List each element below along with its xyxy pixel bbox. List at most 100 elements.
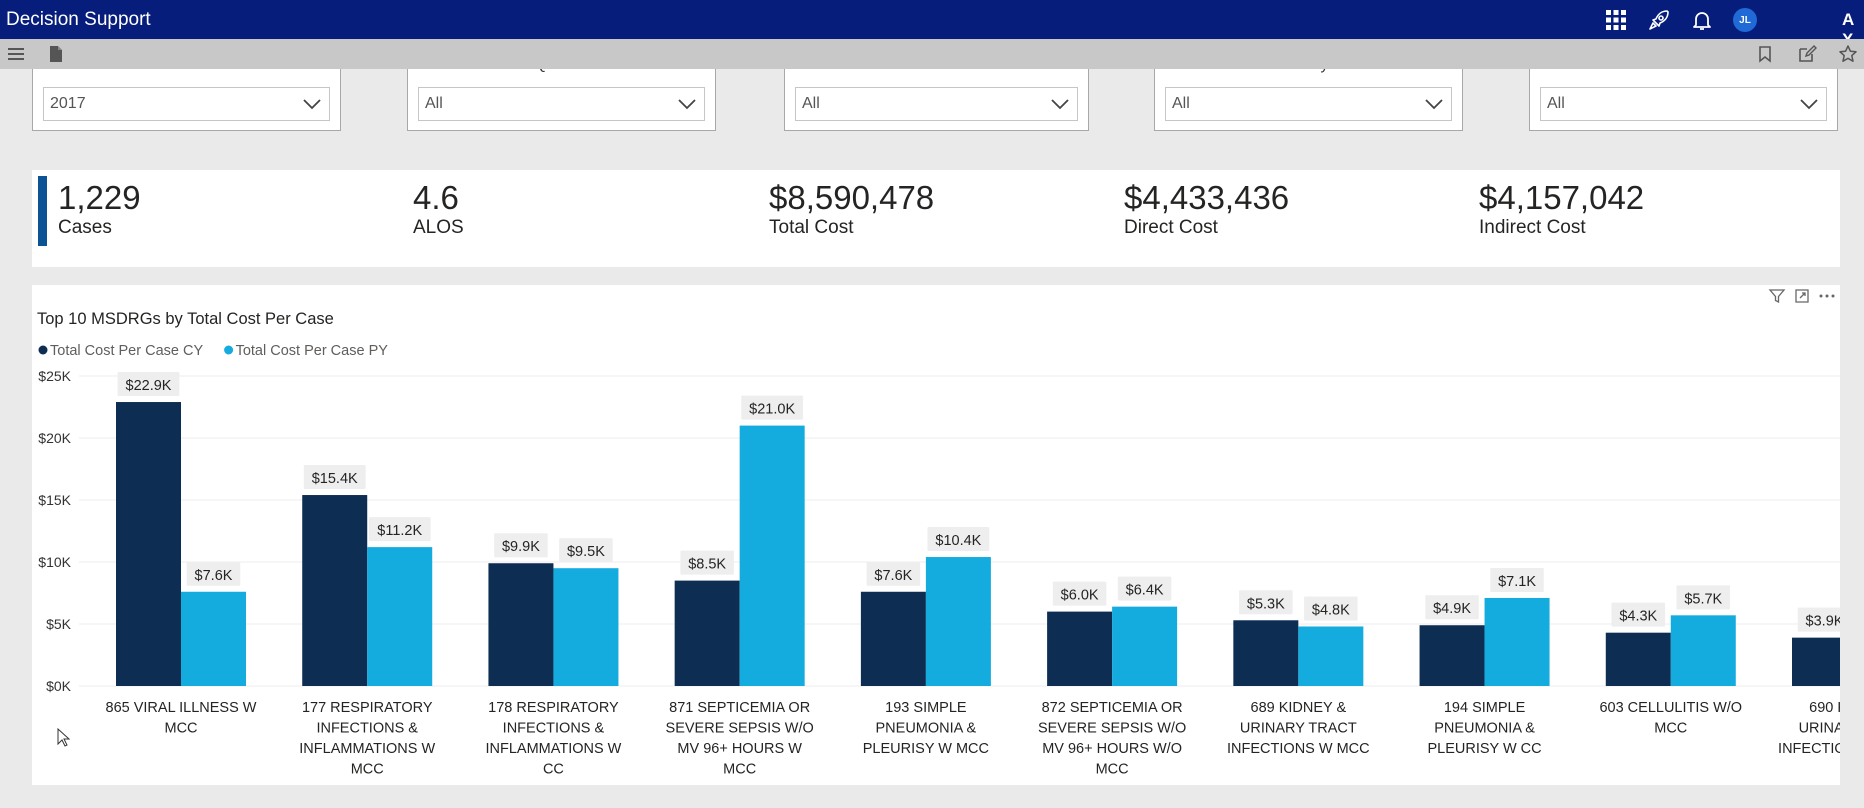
bar xyxy=(302,495,368,686)
x-tick-label: 690 KIDNEY & xyxy=(1809,700,1840,716)
bookmark-icon[interactable] xyxy=(1755,44,1775,64)
month-slicer: Month All xyxy=(784,69,1089,131)
kpi-label: Direct Cost xyxy=(1124,217,1218,238)
data-label-bg xyxy=(741,395,804,420)
data-label: $11.2K xyxy=(377,523,422,539)
entity-dropdown[interactable]: All xyxy=(1165,87,1452,121)
data-label: $6.4K xyxy=(1126,583,1164,599)
kpi-label: Indirect Cost xyxy=(1479,217,1586,238)
bar xyxy=(925,557,991,686)
x-tick-label: INFLAMMATIONS W xyxy=(486,741,622,757)
kpi-panel: 1,229 Cases 4.6 ALOS $8,590,478 Total Co… xyxy=(32,170,1840,267)
financial-class-dropdown[interactable]: All xyxy=(1540,87,1827,121)
data-label-bg xyxy=(1304,596,1358,621)
data-label: $4.8K xyxy=(1312,602,1350,618)
kpi-alos: 4.6 ALOS xyxy=(413,178,464,240)
more-options-icon[interactable] xyxy=(1818,287,1836,305)
entity-slicer: Entity All xyxy=(1154,69,1463,131)
chevron-down-icon xyxy=(1051,99,1069,110)
kpi-value: $4,157,042 xyxy=(1479,179,1645,216)
kpi-label: Cases xyxy=(58,217,112,238)
data-label-bg xyxy=(1490,567,1544,592)
bar-chart: Top 10 MSDRGs by Total Cost Per Case Tota… xyxy=(37,310,1840,778)
data-label: $5.3K xyxy=(1247,596,1285,612)
slicer-title: Quarter xyxy=(408,69,715,74)
app-grid-icon[interactable] xyxy=(1604,8,1628,32)
x-tick-label: MV 96+ HOURS W xyxy=(677,741,802,757)
star-icon[interactable] xyxy=(1838,44,1858,64)
y-tick-label: $20K xyxy=(38,430,71,446)
data-label-bg xyxy=(1797,607,1840,632)
y-tick-label: $5K xyxy=(46,616,72,632)
bar xyxy=(1298,626,1364,686)
bar xyxy=(674,580,740,686)
data-label: $4.3K xyxy=(1619,609,1657,625)
kpi-indirect-cost: $4,157,042 Indirect Cost xyxy=(1479,178,1644,240)
data-label-bg xyxy=(494,533,548,558)
data-label-bg xyxy=(1611,602,1666,627)
x-tick-label: INFECTIONS W MCC xyxy=(1227,741,1370,757)
chevron-down-icon xyxy=(1800,99,1818,110)
month-dropdown[interactable]: All xyxy=(795,87,1078,121)
quarter-dropdown[interactable]: All xyxy=(418,87,705,121)
slicer-title: Month xyxy=(785,69,1088,74)
x-tick-label: INFLAMMATIONS W xyxy=(299,741,435,757)
data-label-bg xyxy=(559,538,613,563)
data-label-bg xyxy=(117,372,180,397)
data-label-bg xyxy=(1117,576,1172,601)
x-tick-label: 865 VIRAL ILLNESS W xyxy=(106,700,257,716)
focus-mode-icon[interactable] xyxy=(1793,287,1811,305)
kpi-value: 1,229 xyxy=(58,179,141,216)
x-tick-label: INFECTIONS & xyxy=(316,721,418,737)
user-avatar[interactable]: JL xyxy=(1733,8,1757,32)
x-tick-label: 689 KIDNEY & xyxy=(1251,700,1347,716)
top-bar: Decision Support JL A X xyxy=(0,0,1864,49)
data-label-bg xyxy=(1425,595,1479,620)
document-icon[interactable] xyxy=(46,44,66,64)
x-tick-label: INFECTIONS & xyxy=(503,721,605,737)
dropdown-value: All xyxy=(1547,95,1565,112)
bar xyxy=(367,547,433,686)
bar xyxy=(1605,632,1671,686)
kpi-value: $8,590,478 xyxy=(769,179,935,216)
data-label: $3.9K xyxy=(1806,614,1840,630)
bar xyxy=(1047,611,1113,686)
legend-marker xyxy=(38,345,48,355)
bar xyxy=(488,563,554,686)
legend-label: Total Cost Per Case PY xyxy=(236,343,389,359)
rocket-icon[interactable] xyxy=(1647,8,1671,32)
bar xyxy=(1792,637,1840,686)
data-label-bg xyxy=(1239,590,1293,615)
kpi-accent-bar xyxy=(38,176,47,246)
data-label-bg xyxy=(680,550,734,575)
financial-class-slicer: Financial Class All xyxy=(1529,69,1838,131)
legend-marker xyxy=(224,345,234,355)
mouse-cursor-icon xyxy=(57,728,71,747)
data-label: $21.0K xyxy=(749,402,795,418)
kpi-value: $4,433,436 xyxy=(1124,179,1290,216)
x-tick-label: MCC xyxy=(1096,762,1129,778)
bar xyxy=(1670,615,1736,686)
data-label: $8.5K xyxy=(688,557,726,573)
filter-icon[interactable] xyxy=(1768,287,1786,305)
app-title: Decision Support xyxy=(6,9,151,30)
dropdown-value: All xyxy=(802,95,820,112)
y-tick-label: $0K xyxy=(46,678,72,694)
menu-icon[interactable] xyxy=(6,44,26,64)
bar xyxy=(181,591,246,686)
kpi-label: Total Cost xyxy=(769,217,854,238)
data-label-bg xyxy=(303,465,366,490)
data-label-bg xyxy=(368,517,431,542)
data-label: $6.0K xyxy=(1061,588,1099,604)
x-tick-label: 194 SIMPLE xyxy=(1444,700,1526,716)
x-tick-label: 193 SIMPLE xyxy=(885,700,967,716)
calendar-year-dropdown[interactable]: 2017 xyxy=(43,87,330,121)
data-label-bg xyxy=(927,527,990,552)
calendar-year-slicer: Calendar Year 2017 xyxy=(32,69,341,131)
bell-icon[interactable] xyxy=(1690,8,1714,32)
data-label: $7.6K xyxy=(874,568,912,584)
dropdown-value: 2017 xyxy=(50,95,86,112)
chart-visual: Top 10 MSDRGs by Total Cost Per Case Tota… xyxy=(32,285,1840,785)
edit-icon[interactable] xyxy=(1797,44,1817,64)
x-tick-label: PLEURISY W MCC xyxy=(863,741,989,757)
